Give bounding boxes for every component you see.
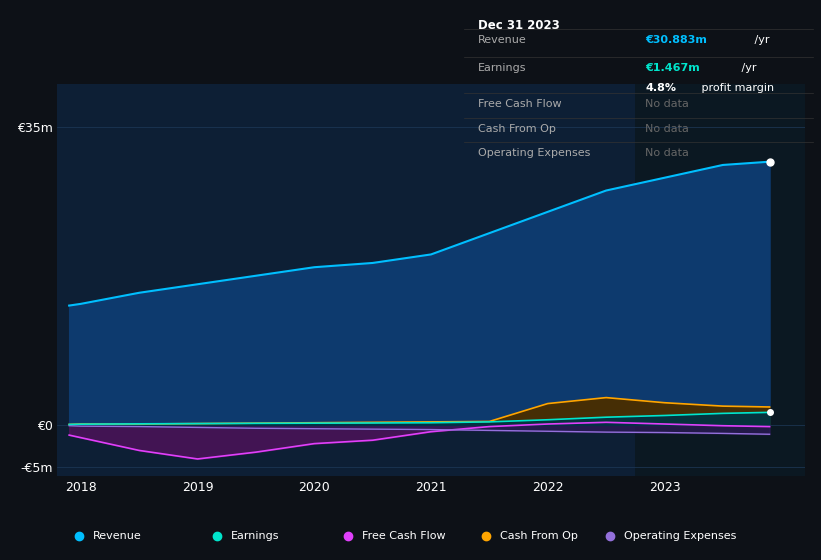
Text: Earnings: Earnings	[232, 531, 280, 541]
Text: €30.883m: €30.883m	[645, 35, 707, 45]
Text: No data: No data	[645, 124, 689, 134]
Text: 4.8%: 4.8%	[645, 83, 677, 92]
Text: profit margin: profit margin	[699, 83, 774, 92]
Bar	[635, 84, 805, 476]
Text: Cash From Op: Cash From Op	[500, 531, 578, 541]
Text: Free Cash Flow: Free Cash Flow	[478, 99, 562, 109]
Text: Free Cash Flow: Free Cash Flow	[362, 531, 446, 541]
Text: Earnings: Earnings	[478, 63, 526, 73]
Text: /yr: /yr	[738, 63, 757, 73]
Text: Revenue: Revenue	[478, 35, 526, 45]
Text: Operating Expenses: Operating Expenses	[478, 148, 590, 158]
Text: /yr: /yr	[751, 35, 770, 45]
Text: No data: No data	[645, 148, 689, 158]
Text: Revenue: Revenue	[94, 531, 142, 541]
Text: €1.467m: €1.467m	[645, 63, 700, 73]
Text: Dec 31 2023: Dec 31 2023	[478, 19, 560, 32]
Text: No data: No data	[645, 99, 689, 109]
Text: Operating Expenses: Operating Expenses	[624, 531, 736, 541]
Text: Cash From Op: Cash From Op	[478, 124, 556, 134]
